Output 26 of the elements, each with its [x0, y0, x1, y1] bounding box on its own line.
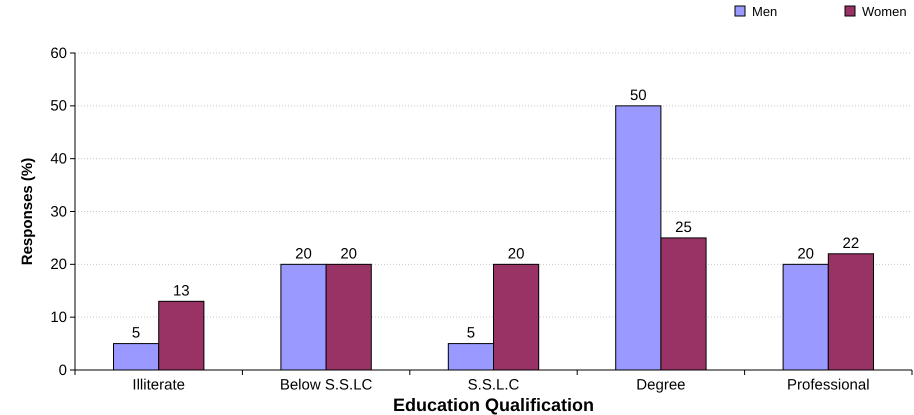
y-tick-label: 40 — [50, 150, 67, 168]
x-tick-label: Degree — [636, 376, 686, 394]
legend-label: Men — [752, 4, 778, 19]
x-tick-label: S.S.L.C — [468, 376, 520, 394]
y-tick-label: 0 — [58, 362, 67, 379]
x-tick-label: Professional — [787, 376, 870, 394]
x-tick-label: Below S.S.LC — [280, 376, 373, 394]
y-tick-label: 60 — [50, 44, 67, 62]
data-label: 50 — [630, 86, 647, 104]
data-label: 20 — [295, 245, 312, 262]
data-label: 25 — [675, 218, 692, 236]
data-label: 22 — [842, 234, 860, 252]
x-axis-title: Education Qualification — [392, 395, 594, 415]
y-tick-label: 50 — [50, 98, 67, 115]
legend-label: Women — [862, 4, 907, 19]
y-tick-label: 10 — [50, 308, 67, 326]
data-label: 20 — [340, 245, 358, 262]
data-label: 5 — [466, 324, 476, 342]
y-tick-label: 30 — [50, 203, 67, 220]
data-label: 13 — [172, 282, 190, 300]
data-label: 20 — [797, 245, 814, 262]
x-tick-label: Illiterate — [132, 376, 185, 394]
y-tick-label: 20 — [50, 256, 67, 274]
data-label: 5 — [132, 324, 140, 342]
y-axis-title: Responses (%) — [19, 158, 36, 266]
data-label: 20 — [508, 245, 524, 262]
